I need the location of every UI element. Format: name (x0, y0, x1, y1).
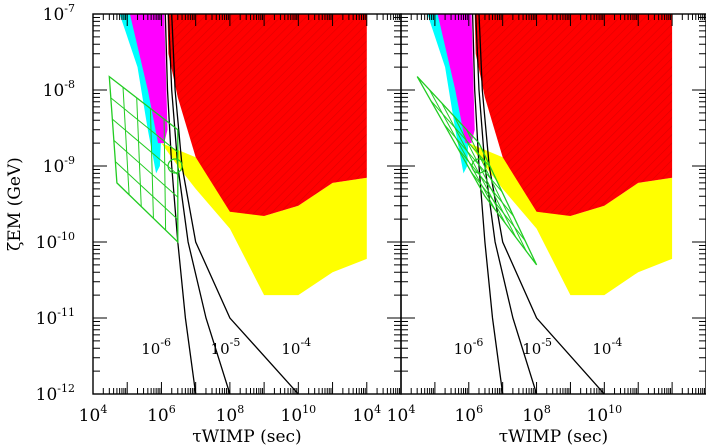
contour-curve-0 (471, 14, 504, 394)
contour-label: 10-6 (454, 336, 484, 358)
region-3 (474, 14, 673, 216)
region-3 (167, 14, 367, 216)
mesh-border (416, 76, 538, 266)
mesh-line-v (112, 118, 179, 176)
y-tick-label: 10-12 (36, 382, 75, 405)
mesh-line-u (453, 116, 517, 238)
x-axis-title: τWIMP (sec) (499, 427, 608, 447)
y-tick-label: 10-9 (43, 154, 75, 177)
frame-right (400, 13, 706, 395)
mesh-line-u (136, 97, 142, 207)
y-tick-label: 10-7 (43, 2, 75, 25)
plot-area-right (416, 14, 673, 394)
y-tick-label: 10-8 (43, 78, 75, 101)
mesh-line-u (122, 87, 130, 195)
mesh-line-v (110, 97, 179, 153)
contour-label: 10-6 (141, 336, 171, 358)
mesh-line-v (470, 172, 526, 241)
y-axis-title: ζEM (GeV) (5, 157, 25, 251)
marker-circle (167, 158, 183, 174)
mesh-line-v (430, 100, 491, 168)
parameter-mesh (108, 75, 179, 244)
x-axis-title: τWIMP (sec) (192, 427, 301, 447)
mesh-line-v (115, 161, 179, 220)
x-tick-label: 104 (387, 403, 416, 426)
mesh-border (108, 75, 179, 244)
x-tick-label: 1010 (587, 403, 623, 426)
region-0 (468, 143, 673, 296)
contour-label: 10-4 (281, 336, 311, 358)
plot-area-left (108, 14, 367, 394)
contour-label: 10-5 (211, 336, 241, 358)
x-tick-label: 108 (216, 403, 245, 426)
mesh-line-v (457, 148, 514, 217)
mesh-line-v (443, 124, 503, 193)
mesh-line-u (466, 129, 527, 252)
region-2 (437, 14, 475, 144)
mesh-line-u (163, 119, 167, 231)
mesh-line-u (429, 89, 496, 211)
parameter-mesh (416, 76, 538, 266)
x-tick-label: 106 (454, 403, 483, 426)
y-tick-label: 10-10 (36, 230, 75, 253)
contour-curve-1 (167, 14, 231, 394)
x-tick-label: 1010 (281, 403, 317, 426)
contour-label: 10-4 (592, 336, 622, 358)
mesh-line-v (113, 139, 179, 198)
x-tick-label: 108 (522, 403, 551, 426)
x-tick-label: 104 (79, 403, 108, 426)
x-tick-label: 106 (147, 403, 176, 426)
x-tick-label: 104 (352, 403, 381, 426)
contour-curve-2 (171, 14, 299, 394)
y-tick-label: 10-11 (36, 306, 75, 329)
mesh-line-u (441, 102, 507, 224)
panel-right: 104 106 108 1010 10-6 10-5 10-4 τWIMP (sec) (387, 13, 706, 447)
region-0 (161, 143, 367, 296)
contour-label: 10-5 (522, 336, 552, 358)
marker-circle (471, 158, 487, 174)
panel-left: 104 106 108 1010 10410-1210-1110-1010-910-81… (5, 2, 402, 447)
mesh-line-u (149, 108, 154, 219)
region-2 (129, 14, 168, 144)
contour-curve-0 (164, 14, 197, 394)
